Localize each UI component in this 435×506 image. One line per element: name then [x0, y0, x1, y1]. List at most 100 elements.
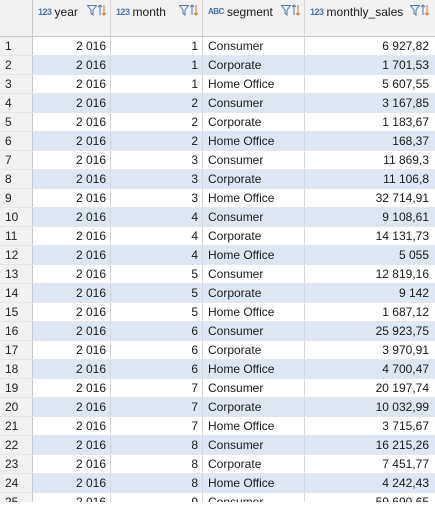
row-number-cell[interactable]: 1 [0, 37, 33, 55]
monthly-sales-cell[interactable]: 10 032,99 [375, 400, 429, 414]
month-cell[interactable]: 8 [111, 436, 203, 454]
year-cell[interactable]: 2 016 [33, 455, 111, 473]
year-cell[interactable]: 2 016 [33, 170, 111, 188]
table-row[interactable]: 21 2 016 7 Home Office 3 715,67 [0, 417, 435, 436]
filter-icon[interactable] [410, 4, 420, 16]
filter-icon[interactable] [179, 4, 189, 16]
year-cell[interactable]: 2 016 [33, 208, 111, 226]
year-cell[interactable]: 2 016 [33, 227, 111, 245]
year-cell[interactable]: 2 016 [33, 493, 111, 502]
month-cell[interactable]: 7 [111, 417, 203, 435]
monthly-sales-cell[interactable]: 11 869,3 [383, 153, 429, 167]
segment-cell[interactable]: Consumer [203, 208, 305, 226]
year-cell[interactable]: 2 016 [33, 303, 111, 321]
sort-icon[interactable] [190, 4, 198, 16]
table-row[interactable]: 10 2 016 4 Consumer 9 108,61 [0, 208, 435, 227]
table-row[interactable]: 15 2 016 5 Home Office 1 687,12 [0, 303, 435, 322]
year-cell[interactable]: 2 016 [33, 436, 111, 454]
monthly-sales-cell[interactable]: 9 108,61 [382, 210, 429, 224]
month-cell[interactable]: 8 [111, 455, 203, 473]
monthly-sales-cell[interactable]: 5 607,55 [382, 77, 429, 91]
table-row[interactable]: 16 2 016 6 Consumer 25 923,75 [0, 322, 435, 341]
segment-cell[interactable]: Corporate [203, 398, 305, 416]
year-cell[interactable]: 2 016 [33, 132, 111, 150]
row-number-cell[interactable]: 22 [0, 436, 33, 454]
row-number-cell[interactable]: 15 [0, 303, 33, 321]
month-cell[interactable]: 6 [111, 341, 203, 359]
year-cell[interactable]: 2 016 [33, 284, 111, 302]
table-row[interactable]: 20 2 016 7 Corporate 10 032,99 [0, 398, 435, 417]
monthly-sales-cell[interactable]: 20 197,74 [375, 381, 429, 395]
year-cell[interactable]: 2 016 [33, 379, 111, 397]
monthly-sales-cell[interactable]: 1 183,67 [382, 115, 429, 129]
row-number-cell[interactable]: 25 [0, 493, 33, 502]
month-cell[interactable]: 5 [111, 284, 203, 302]
row-number-cell[interactable]: 14 [0, 284, 33, 302]
table-row[interactable]: 14 2 016 5 Corporate 9 142 [0, 284, 435, 303]
monthly-sales-cell[interactable]: 6 927,82 [382, 39, 429, 53]
monthly-sales-cell[interactable]: 4 700,47 [382, 362, 429, 376]
segment-cell[interactable]: Corporate [203, 455, 305, 473]
segment-cell[interactable]: Home Office [203, 360, 305, 378]
year-cell[interactable]: 2 016 [33, 246, 111, 264]
year-cell[interactable]: 2 016 [33, 474, 111, 492]
table-row[interactable]: 23 2 016 8 Corporate 7 451,77 [0, 455, 435, 474]
monthly-sales-cell[interactable]: 3 970,91 [382, 343, 429, 357]
month-cell[interactable]: 6 [111, 322, 203, 340]
segment-cell[interactable]: Corporate [203, 341, 305, 359]
monthly-sales-cell[interactable]: 4 242,43 [382, 476, 429, 490]
row-number-cell[interactable]: 7 [0, 151, 33, 169]
month-cell[interactable]: 7 [111, 398, 203, 416]
month-cell[interactable]: 5 [111, 303, 203, 321]
segment-cell[interactable]: Corporate [203, 284, 305, 302]
month-cell[interactable]: 6 [111, 360, 203, 378]
segment-cell[interactable]: Home Office [203, 474, 305, 492]
monthly-sales-cell[interactable]: 11 106,8 [383, 172, 429, 186]
column-header-month[interactable]: 123 month [111, 0, 203, 36]
row-number-cell[interactable]: 9 [0, 189, 33, 207]
row-number-cell[interactable]: 2 [0, 56, 33, 74]
segment-cell[interactable]: Corporate [203, 56, 305, 74]
month-cell[interactable]: 1 [111, 56, 203, 74]
row-number-cell[interactable]: 5 [0, 113, 33, 131]
column-header-segment[interactable]: ABC segment [203, 0, 305, 36]
monthly-sales-cell[interactable]: 59 690,65 [375, 495, 429, 502]
row-number-cell[interactable]: 20 [0, 398, 33, 416]
row-number-cell[interactable]: 19 [0, 379, 33, 397]
column-header-monthly-sales[interactable]: 123 monthly_sales [305, 0, 433, 36]
month-cell[interactable]: 4 [111, 208, 203, 226]
segment-cell[interactable]: Corporate [203, 113, 305, 131]
month-cell[interactable]: 4 [111, 246, 203, 264]
year-cell[interactable]: 2 016 [33, 341, 111, 359]
segment-cell[interactable]: Consumer [203, 322, 305, 340]
year-cell[interactable]: 2 016 [33, 398, 111, 416]
month-cell[interactable]: 2 [111, 94, 203, 112]
segment-cell[interactable]: Consumer [203, 493, 305, 502]
table-row[interactable]: 13 2 016 5 Consumer 12 819,16 [0, 265, 435, 284]
table-row[interactable]: 18 2 016 6 Home Office 4 700,47 [0, 360, 435, 379]
row-number-cell[interactable]: 13 [0, 265, 33, 283]
row-number-cell[interactable]: 3 [0, 75, 33, 93]
monthly-sales-cell[interactable]: 32 714,91 [375, 191, 429, 205]
year-cell[interactable]: 2 016 [33, 265, 111, 283]
segment-cell[interactable]: Consumer [203, 94, 305, 112]
segment-cell[interactable]: Home Office [203, 417, 305, 435]
year-cell[interactable]: 2 016 [33, 360, 111, 378]
row-number-cell[interactable]: 4 [0, 94, 33, 112]
segment-cell[interactable]: Consumer [203, 265, 305, 283]
row-number-cell[interactable]: 24 [0, 474, 33, 492]
month-cell[interactable]: 3 [111, 170, 203, 188]
month-cell[interactable]: 3 [111, 151, 203, 169]
monthly-sales-cell[interactable]: 3 167,85 [382, 96, 429, 110]
year-cell[interactable]: 2 016 [33, 322, 111, 340]
month-cell[interactable]: 7 [111, 379, 203, 397]
segment-cell[interactable]: Corporate [203, 170, 305, 188]
month-cell[interactable]: 3 [111, 189, 203, 207]
